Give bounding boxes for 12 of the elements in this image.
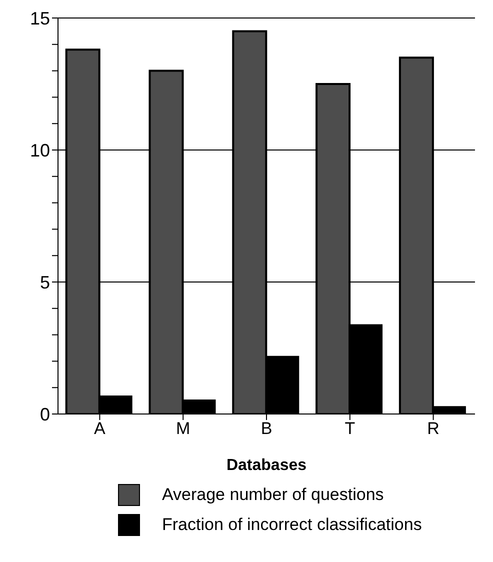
x-tick-label: T [344,419,356,438]
x-tick-label: M [176,419,190,438]
legend-label: Fraction of incorrect classifications [162,515,422,535]
x-tick-label: A [94,419,106,438]
y-tick-label: 5 [40,272,50,292]
y-tick-label: 10 [30,140,50,160]
y-tick-label: 15 [30,8,50,28]
x-axis-title: Databases [226,457,307,474]
x-tick-label: R [427,419,440,438]
y-tick-label: 0 [40,404,50,424]
legend-label: Average number of questions [162,485,384,505]
x-tick-label: B [260,419,272,438]
